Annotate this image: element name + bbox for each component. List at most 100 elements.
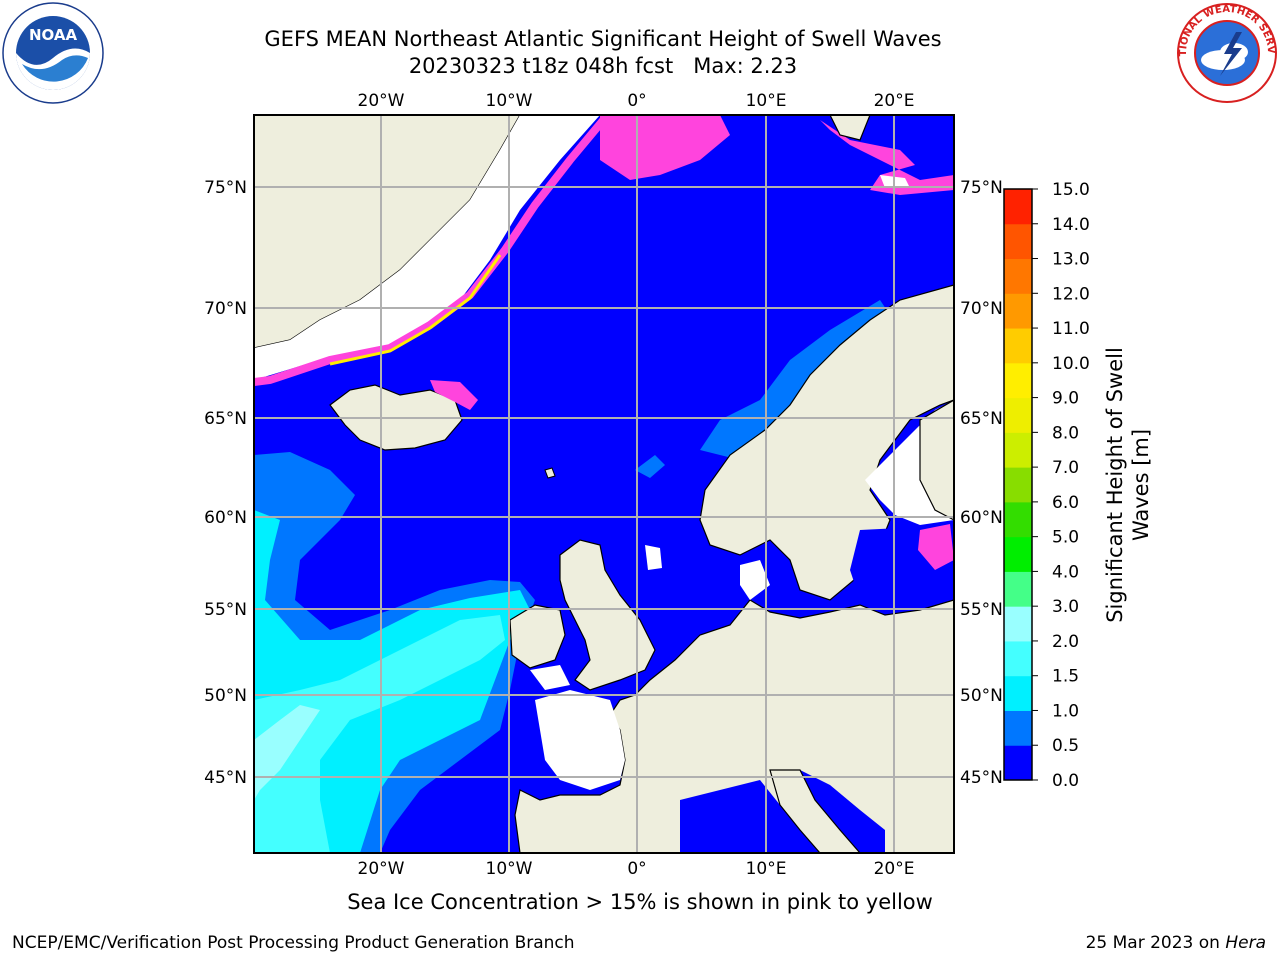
colorbar-tick-label: 11.0 xyxy=(1052,319,1090,339)
chart-title: GEFS MEAN Northeast Atlantic Significant… xyxy=(264,27,942,51)
lat-label: 55°N xyxy=(960,600,1003,620)
land-great-britain xyxy=(559,539,656,691)
sea-ice-footnote: Sea Ice Concentration > 15% is shown in … xyxy=(347,890,933,914)
colorbar-swatch xyxy=(1004,745,1032,781)
nws-logo: NATIONAL WEATHER SERVICE xyxy=(1176,2,1277,103)
sea-ice-iceland xyxy=(430,380,478,410)
lat-labels-right: 75°N 70°N 65°N 60°N 55°N 50°N 45°N xyxy=(960,178,1003,788)
colorbar-tick-label: 6.0 xyxy=(1052,493,1079,513)
lat-label: 65°N xyxy=(204,409,247,429)
noaa-logo: NOAA xyxy=(2,2,104,104)
colorbar-tick-label: 10.0 xyxy=(1052,354,1090,374)
chart-subtitle: 20230323 t18z 048h fcst Max: 2.23 xyxy=(408,54,798,78)
colorbar-tick-label: 7.0 xyxy=(1052,458,1079,478)
lat-label: 75°N xyxy=(204,178,247,198)
lat-label: 50°N xyxy=(204,686,247,706)
sea-ice-edge-greenland xyxy=(254,115,609,386)
colorbar-tick-label: 8.0 xyxy=(1052,423,1079,443)
colorbar-tick-label: 1.0 xyxy=(1052,701,1079,721)
colorbar-tick-label: 1.5 xyxy=(1052,667,1079,687)
colorbar-tick-label: 0.0 xyxy=(1052,771,1079,791)
date-label: 25 Mar 2023 on xyxy=(1085,933,1226,953)
lon-label: 0° xyxy=(627,859,646,879)
colorbar-swatch xyxy=(1004,467,1032,503)
water-mediterranean xyxy=(680,780,830,853)
lon-label: 10°E xyxy=(746,91,787,111)
swell-band-light xyxy=(254,615,505,853)
colorbar-swatch xyxy=(1004,675,1032,711)
colorbar-tick-label: 5.0 xyxy=(1052,528,1079,548)
colorbar-tick-label: 4.0 xyxy=(1052,562,1079,582)
colorbar-tick-label: 14.0 xyxy=(1052,215,1090,235)
water-north-sea-white xyxy=(645,545,662,570)
lon-label: 20°E xyxy=(874,91,915,111)
land-europe xyxy=(514,599,954,853)
map-grid xyxy=(254,115,954,853)
colorbar: 15.0 14.0 13.0 12.0 11.0 10.0 9.0 8.0 7.0 6.0 5.0 4… xyxy=(1003,180,1090,791)
colorbar-tick-label: 9.0 xyxy=(1052,389,1079,409)
map-area xyxy=(254,115,954,853)
colorbar-swatch xyxy=(1004,536,1032,572)
water-skagerrak-white xyxy=(740,560,770,600)
colorbar-tick-label: 0.5 xyxy=(1052,736,1079,756)
map-frame xyxy=(253,114,955,854)
lat-label: 70°N xyxy=(960,299,1003,319)
host-name: Hera xyxy=(1225,933,1266,953)
lat-label: 65°N xyxy=(960,409,1003,429)
lon-label: 10°W xyxy=(486,91,533,111)
colorbar-swatch xyxy=(1004,501,1032,538)
land-ireland xyxy=(509,604,566,669)
colorbar-tick-label: 12.0 xyxy=(1052,284,1090,304)
colorbar-frame xyxy=(1003,188,1033,781)
lon-labels-bottom: 20°W 10°W 0° 10°E 20°E xyxy=(358,859,915,879)
date-text: 25 Mar 2023 on Hera xyxy=(1086,933,1266,953)
lon-label: 20°E xyxy=(874,859,915,879)
colorbar-swatch xyxy=(1004,293,1032,329)
lon-label: 10°W xyxy=(486,859,533,879)
colorbar-tick-label: 2.0 xyxy=(1052,632,1079,652)
colorbar-swatch xyxy=(1004,397,1032,433)
lat-label: 70°N xyxy=(204,299,247,319)
lat-label: 60°N xyxy=(960,508,1003,528)
lat-label: 45°N xyxy=(960,768,1003,788)
sea-ice-edge-greenland-yellow xyxy=(329,254,502,366)
lon-labels-top: 20°W 10°W 0° 10°E 20°E xyxy=(358,91,915,111)
lat-label: 60°N xyxy=(204,508,247,528)
lon-label: 20°W xyxy=(358,859,405,879)
colorbar-label: Significant Height of Swell Waves [m] xyxy=(1103,347,1153,623)
greenland-ice xyxy=(254,115,600,380)
colorbar-tick-label: 3.0 xyxy=(1052,597,1079,617)
colorbar-swatch xyxy=(1004,710,1032,746)
colorbar-swatch xyxy=(1004,571,1032,607)
land-italy xyxy=(769,769,861,853)
sea-ice-baltic xyxy=(918,524,954,570)
colorbar-swatch xyxy=(1004,189,1032,225)
lat-label: 45°N xyxy=(204,768,247,788)
lon-label: 0° xyxy=(627,91,646,111)
lat-labels-left: 75°N 70°N 65°N 60°N 55°N 50°N 45°N xyxy=(204,178,247,788)
sea-ice-svalbard xyxy=(820,120,954,195)
sea-ice-pink-north xyxy=(600,115,730,180)
water-adriatic xyxy=(800,770,885,853)
colorbar-swatch xyxy=(1004,258,1032,294)
land-faroe xyxy=(544,467,556,479)
colorbar-swatch xyxy=(1004,606,1032,642)
lat-label: 55°N xyxy=(204,600,247,620)
colorbar-tick-label: 15.0 xyxy=(1052,180,1090,200)
credit-text: NCEP/EMC/Verification Post Processing Pr… xyxy=(12,933,575,953)
colorbar-swatch xyxy=(1004,328,1032,364)
colorbar-swatch xyxy=(1004,640,1032,677)
swell-patch-faroe xyxy=(635,455,665,478)
lon-label: 20°W xyxy=(358,91,405,111)
lon-label: 10°E xyxy=(746,859,787,879)
colorbar-swatch xyxy=(1004,432,1032,468)
colorbar-swatch xyxy=(1004,362,1032,399)
lat-label: 75°N xyxy=(960,178,1003,198)
lat-label: 50°N xyxy=(960,686,1003,706)
noaa-logo-text: NOAA xyxy=(29,26,78,44)
land-svalbard xyxy=(829,115,871,141)
water-ireland-white xyxy=(530,665,570,690)
land-scandinavia xyxy=(699,284,954,601)
colorbar-swatch xyxy=(1004,223,1032,260)
